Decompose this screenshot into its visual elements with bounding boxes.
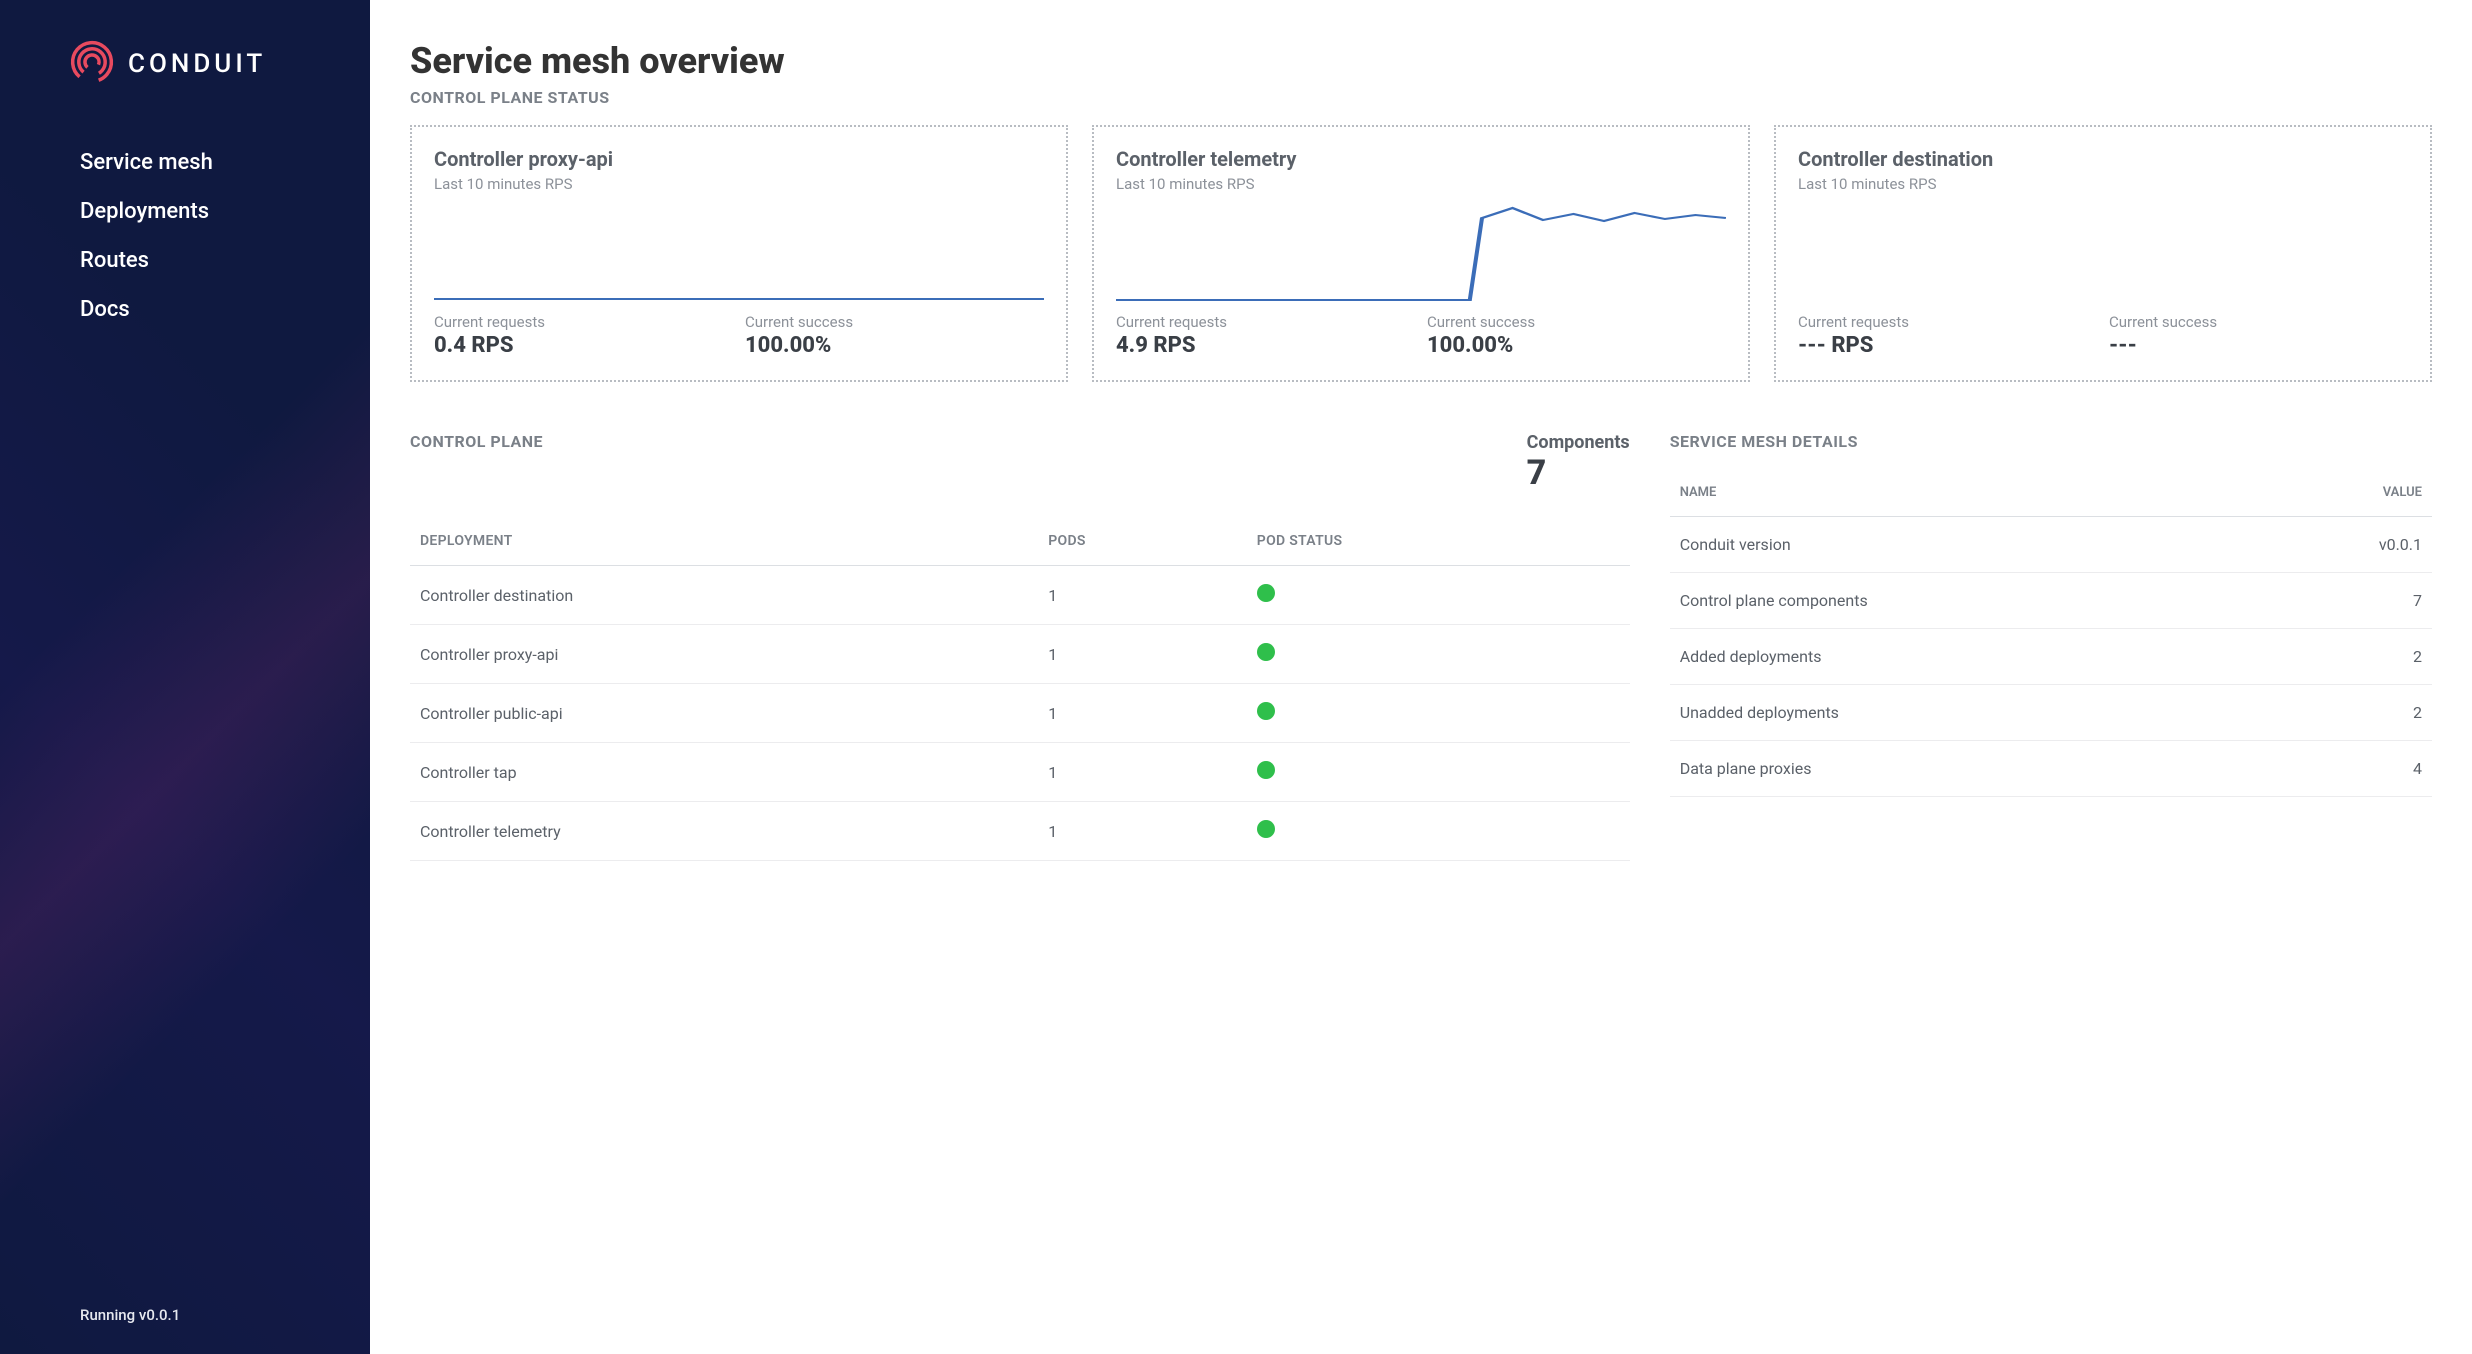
brand-logo: CONDUIT [0, 30, 370, 128]
sidebar-item-deployments[interactable]: Deployments [80, 187, 330, 236]
metric-label: Current requests [434, 313, 733, 331]
page-title: Service mesh overview [410, 40, 2432, 82]
metric-value: 100.00% [745, 333, 1044, 358]
lower-panels: CONTROL PLANE Components 7 DEPLOYMENT PO… [410, 432, 2432, 861]
metric-label: Current success [2109, 313, 2408, 331]
cell-pods: 1 [1038, 743, 1247, 802]
metric-value: --- [2109, 333, 2408, 358]
cell-deployment: Controller proxy-api [410, 625, 1038, 684]
cell-name: Control plane components [1670, 573, 2255, 629]
metric-value: 4.9 RPS [1116, 333, 1415, 358]
cell-pod-status [1247, 802, 1630, 861]
col-name: NAME [1670, 469, 2255, 517]
card-subtitle: Last 10 minutes RPS [1798, 175, 2408, 193]
components-value: 7 [1527, 453, 1630, 493]
table-row: Added deployments2 [1670, 629, 2432, 685]
card-telemetry: Controller telemetry Last 10 minutes RPS… [1092, 125, 1750, 382]
cell-deployment: Controller telemetry [410, 802, 1038, 861]
status-ok-icon [1257, 761, 1275, 779]
table-row: Control plane components7 [1670, 573, 2432, 629]
metric-label: Current requests [1798, 313, 2097, 331]
table-row[interactable]: Controller destination1 [410, 566, 1630, 625]
components-summary: Components 7 [1527, 432, 1630, 493]
sparkline-proxy-api [434, 203, 1044, 303]
col-pods: PODS [1038, 517, 1247, 566]
cell-value: 2 [2254, 629, 2432, 685]
card-subtitle: Last 10 minutes RPS [434, 175, 1044, 193]
details-label: SERVICE MESH DETAILS [1670, 432, 2432, 451]
main-content: Service mesh overview CONTROL PLANE STAT… [370, 0, 2472, 1354]
deployments-table: DEPLOYMENT PODS POD STATUS Controller de… [410, 517, 1630, 861]
cell-pod-status [1247, 625, 1630, 684]
card-destination: Controller destination Last 10 minutes R… [1774, 125, 2432, 382]
control-plane-label: CONTROL PLANE [410, 432, 543, 451]
card-title: Controller telemetry [1116, 147, 1726, 171]
sidebar: CONDUIT Service mesh Deployments Routes … [0, 0, 370, 1354]
status-cards: Controller proxy-api Last 10 minutes RPS… [410, 125, 2432, 382]
metric-value: 0.4 RPS [434, 333, 733, 358]
control-plane-status-label: CONTROL PLANE STATUS [410, 88, 2432, 107]
sidebar-item-service-mesh[interactable]: Service mesh [80, 138, 330, 187]
cell-pod-status [1247, 566, 1630, 625]
cell-name: Unadded deployments [1670, 685, 2255, 741]
cell-deployment: Controller destination [410, 566, 1038, 625]
cell-value: v0.0.1 [2254, 517, 2432, 573]
cell-value: 2 [2254, 685, 2432, 741]
table-row[interactable]: Controller tap1 [410, 743, 1630, 802]
components-label: Components [1527, 432, 1630, 453]
cell-pods: 1 [1038, 802, 1247, 861]
details-table: NAME VALUE Conduit versionv0.0.1Control … [1670, 469, 2432, 797]
sidebar-item-routes[interactable]: Routes [80, 236, 330, 285]
metric-label: Current requests [1116, 313, 1415, 331]
card-title: Controller proxy-api [434, 147, 1044, 171]
control-plane-panel: CONTROL PLANE Components 7 DEPLOYMENT PO… [410, 432, 1630, 861]
card-subtitle: Last 10 minutes RPS [1116, 175, 1726, 193]
status-ok-icon [1257, 702, 1275, 720]
card-proxy-api: Controller proxy-api Last 10 minutes RPS… [410, 125, 1068, 382]
metric-label: Current success [745, 313, 1044, 331]
sidebar-nav: Service mesh Deployments Routes Docs [0, 128, 370, 344]
table-row[interactable]: Controller public-api1 [410, 684, 1630, 743]
cell-name: Conduit version [1670, 517, 2255, 573]
cell-pods: 1 [1038, 566, 1247, 625]
table-row[interactable]: Controller telemetry1 [410, 802, 1630, 861]
conduit-logo-icon [70, 40, 114, 88]
cell-deployment: Controller public-api [410, 684, 1038, 743]
metric-success: Current success 100.00% [1427, 313, 1726, 358]
service-mesh-details-panel: SERVICE MESH DETAILS NAME VALUE Conduit … [1670, 432, 2432, 797]
table-row[interactable]: Controller proxy-api1 [410, 625, 1630, 684]
status-ok-icon [1257, 584, 1275, 602]
metric-value: --- RPS [1798, 333, 2097, 358]
cell-name: Added deployments [1670, 629, 2255, 685]
status-ok-icon [1257, 820, 1275, 838]
col-value: VALUE [2254, 469, 2432, 517]
table-row: Conduit versionv0.0.1 [1670, 517, 2432, 573]
cell-deployment: Controller tap [410, 743, 1038, 802]
table-row: Unadded deployments2 [1670, 685, 2432, 741]
table-row: Data plane proxies4 [1670, 741, 2432, 797]
col-deployment: DEPLOYMENT [410, 517, 1038, 566]
brand-name: CONDUIT [128, 49, 266, 79]
metric-requests: Current requests --- RPS [1798, 313, 2097, 358]
cell-pods: 1 [1038, 625, 1247, 684]
cell-pod-status [1247, 743, 1630, 802]
sidebar-item-docs[interactable]: Docs [80, 285, 330, 334]
metric-requests: Current requests 4.9 RPS [1116, 313, 1415, 358]
cell-value: 4 [2254, 741, 2432, 797]
metric-success: Current success 100.00% [745, 313, 1044, 358]
metric-label: Current success [1427, 313, 1726, 331]
metric-value: 100.00% [1427, 333, 1726, 358]
sparkline-destination [1798, 203, 2408, 303]
cell-name: Data plane proxies [1670, 741, 2255, 797]
cell-pod-status [1247, 684, 1630, 743]
sparkline-telemetry [1116, 203, 1726, 303]
metric-success: Current success --- [2109, 313, 2408, 358]
sidebar-version: Running v0.0.1 [0, 1306, 370, 1324]
card-title: Controller destination [1798, 147, 2408, 171]
cell-value: 7 [2254, 573, 2432, 629]
status-ok-icon [1257, 643, 1275, 661]
cell-pods: 1 [1038, 684, 1247, 743]
metric-requests: Current requests 0.4 RPS [434, 313, 733, 358]
col-pod-status: POD STATUS [1247, 517, 1630, 566]
